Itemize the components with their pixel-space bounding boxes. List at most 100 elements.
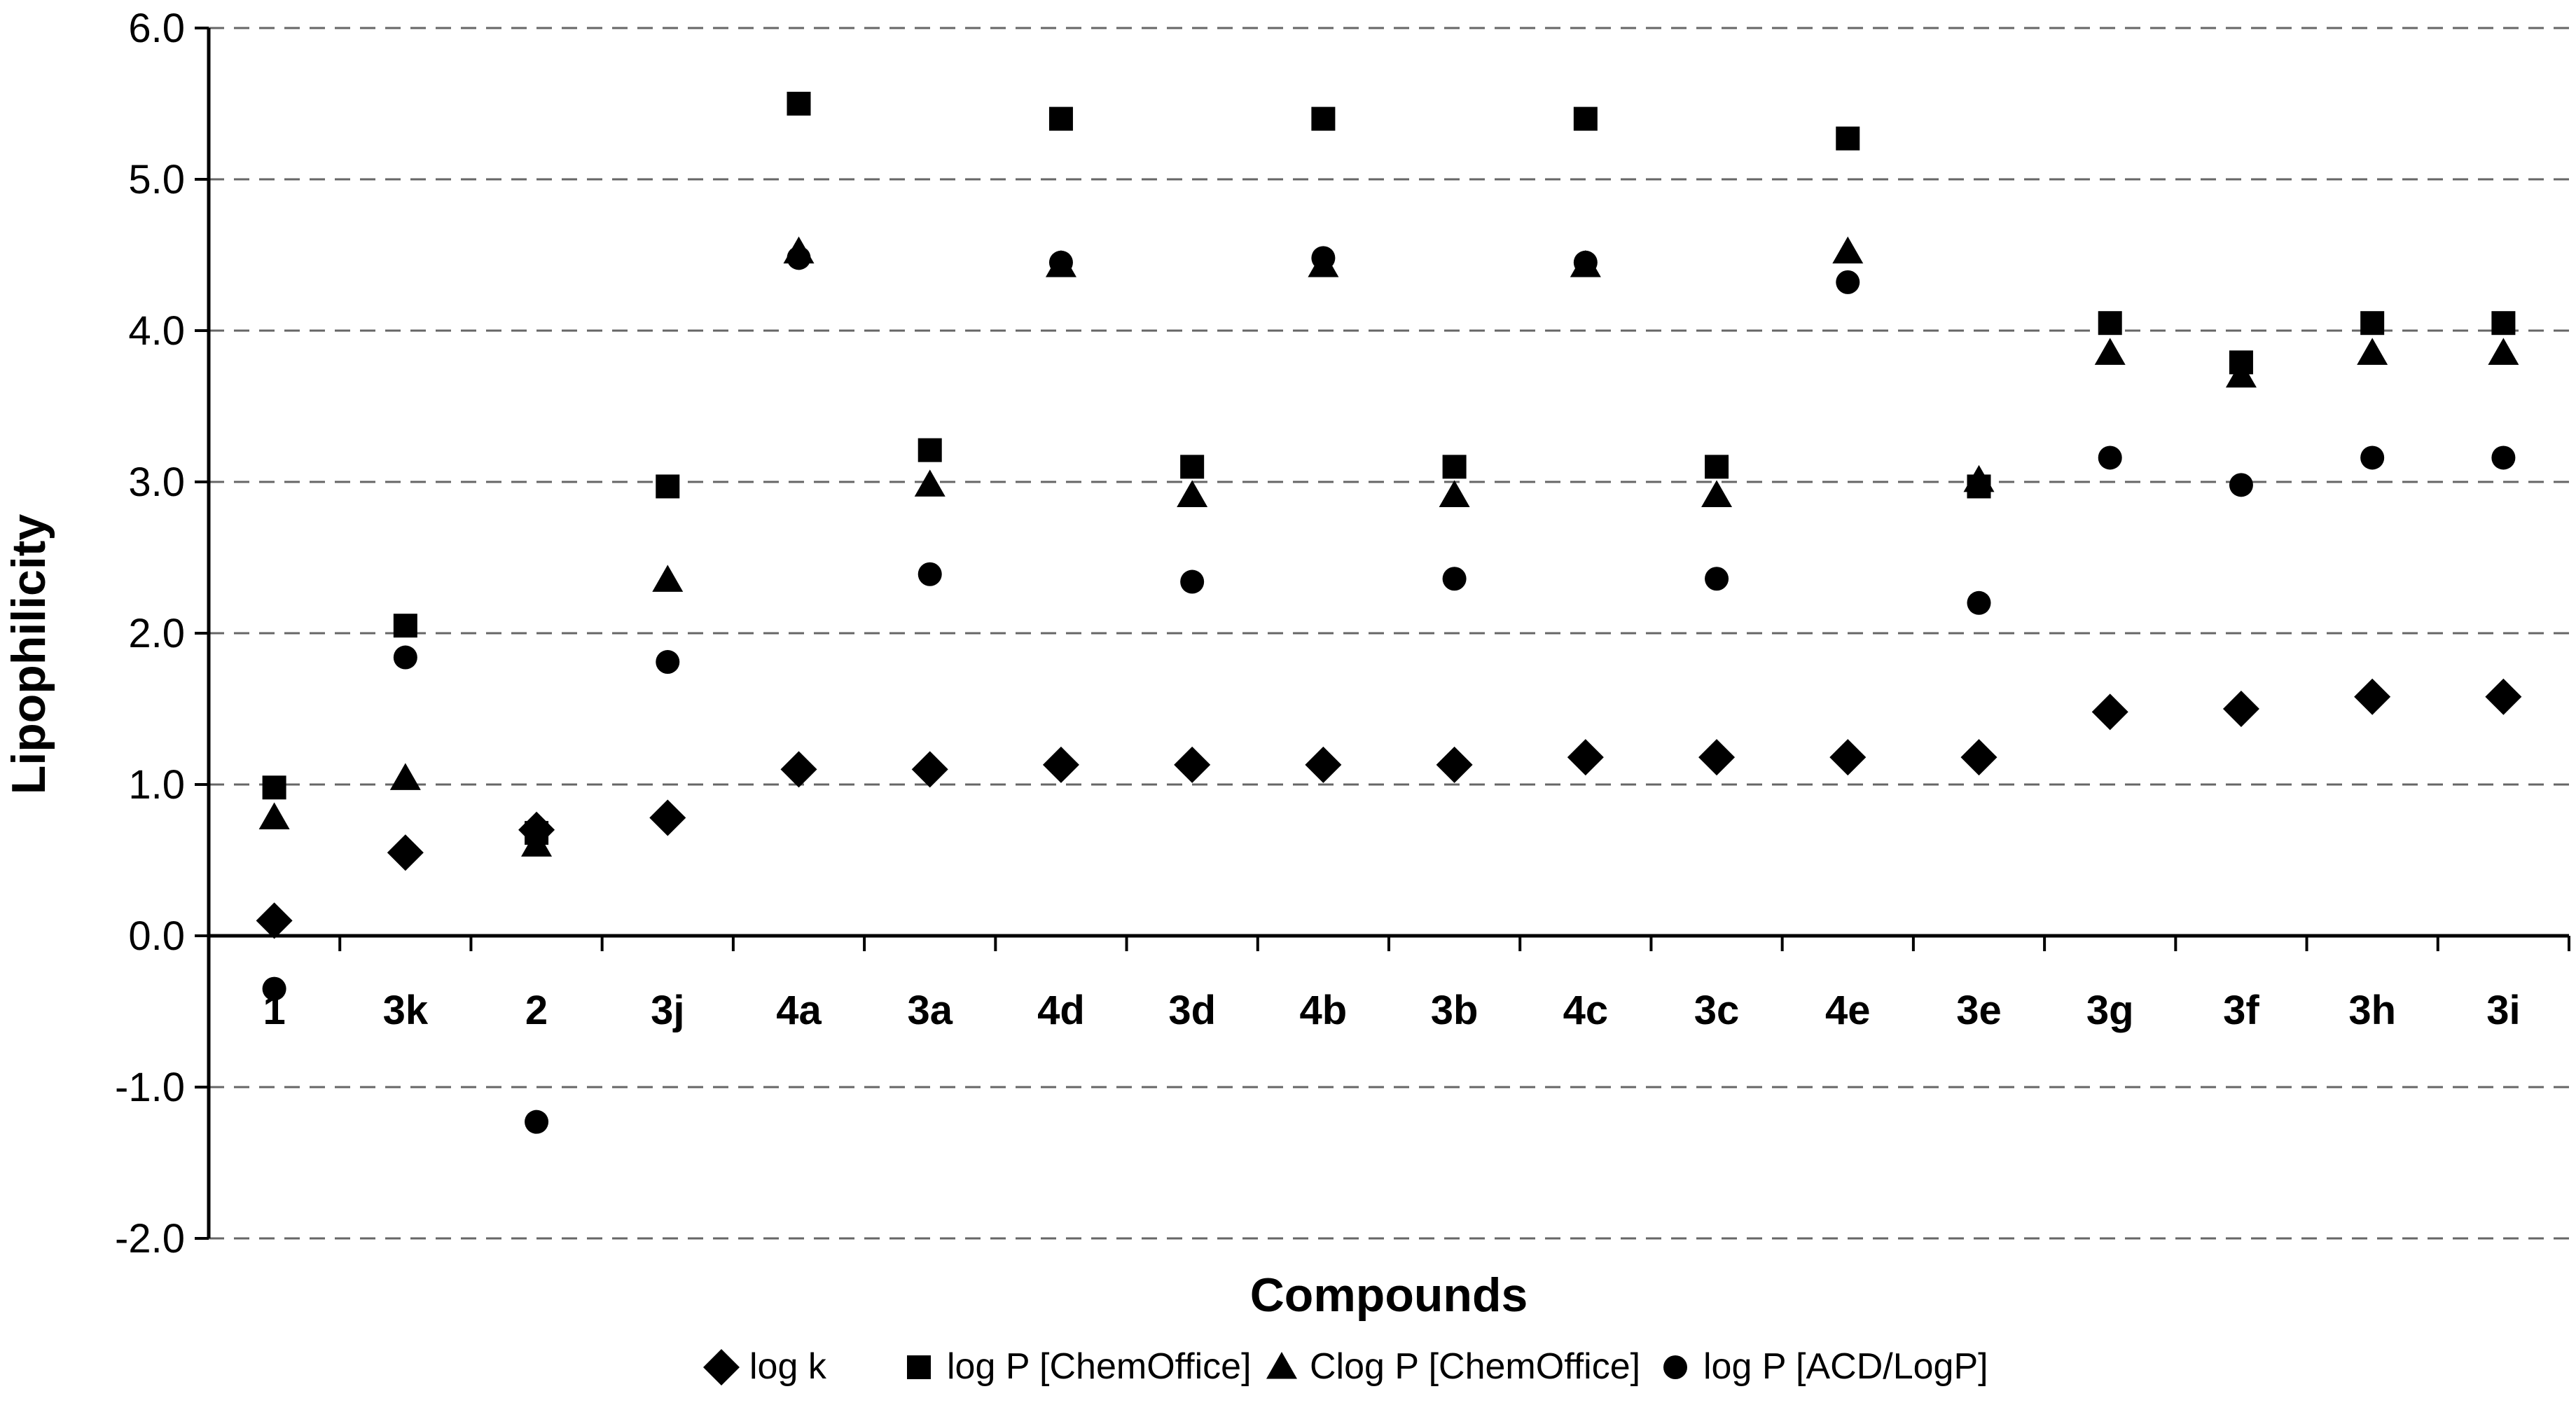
legend-item: log P [ChemOffice] <box>907 1346 1252 1387</box>
data-point-diamond <box>780 751 817 788</box>
x-tick-label: 3d <box>1168 988 1216 1033</box>
legend-item: log k <box>703 1346 827 1387</box>
data-point-triangle <box>914 469 946 497</box>
data-point-square <box>1442 455 1467 479</box>
y-tick-label: 6.0 <box>128 6 185 51</box>
data-point-diamond <box>2485 678 2522 715</box>
x-tick-label: 4a <box>776 988 822 1033</box>
data-point-square <box>393 614 417 638</box>
data-point-diamond <box>1042 746 1079 783</box>
data-point-circle <box>2491 445 2516 470</box>
data-point-circle <box>1705 567 1729 591</box>
data-point-diamond <box>649 799 686 836</box>
data-point-circle <box>525 1110 549 1134</box>
data-point-diamond <box>1174 746 1211 783</box>
data-point-square <box>2098 311 2122 336</box>
x-tick-label: 3g <box>2086 988 2134 1033</box>
x-tick-label: 3h <box>2348 988 2396 1033</box>
x-tick-label: 3i <box>2486 988 2520 1033</box>
legend-marker-square <box>907 1355 931 1379</box>
data-point-square <box>1573 106 1598 131</box>
x-tick-label: 4d <box>1037 988 1085 1033</box>
y-tick-label: -2.0 <box>115 1216 185 1262</box>
data-point-triangle <box>2357 338 2388 365</box>
data-point-square <box>656 474 680 499</box>
x-tick-label: 2 <box>525 988 548 1033</box>
data-point-square <box>787 92 811 116</box>
legend: log k log P [ChemOffice] Clog P [ChemOffic… <box>703 1346 1988 1387</box>
data-point-diamond <box>1698 739 1736 776</box>
data-point-circle <box>1180 569 1205 594</box>
data-point-circle <box>2098 445 2122 470</box>
gridlines <box>209 27 2569 1240</box>
series-square <box>262 92 2516 845</box>
y-tick-label: 5.0 <box>128 157 185 202</box>
data-point-circle <box>1048 250 1073 275</box>
y-tick-label: 4.0 <box>128 308 185 354</box>
data-point-triangle <box>2225 360 2257 388</box>
data-point-circle <box>2229 473 2253 497</box>
x-axis-title: Compounds <box>1250 1269 1528 1322</box>
legend-marker-diamond <box>703 1349 740 1385</box>
data-marks <box>256 92 2522 1134</box>
y-axis-title: Lipophilicity <box>2 514 55 795</box>
data-point-triangle <box>2094 338 2126 365</box>
data-point-diamond <box>1960 739 1997 776</box>
legend-label: log P [ChemOffice] <box>947 1346 1252 1387</box>
data-point-triangle <box>389 763 421 790</box>
x-tick-label: 3c <box>1694 988 1740 1033</box>
x-tick-label: 3f <box>2223 988 2259 1033</box>
data-point-triangle <box>1701 480 1733 507</box>
data-point-diamond <box>2091 693 2128 731</box>
data-point-triangle <box>2488 338 2519 365</box>
axes <box>207 28 2569 1238</box>
x-axis-ticks: 1 3k 2 3j 4a 3a 4d 3d 4b 3b 4c 3c 4e 3e 3g 3f 3h 3i <box>207 936 2570 1033</box>
data-point-circle <box>1967 590 1991 615</box>
data-point-square <box>1180 455 1205 479</box>
data-point-triangle <box>1832 236 1864 264</box>
x-tick-label: 3b <box>1431 988 1479 1033</box>
x-tick-label: 4e <box>1825 988 1871 1033</box>
data-point-diamond <box>2354 678 2391 715</box>
data-point-circle <box>787 246 811 270</box>
data-point-circle <box>1836 270 1860 294</box>
data-point-diamond <box>911 751 948 788</box>
x-tick-label: 4b <box>1300 988 1348 1033</box>
x-tick-label: 3k <box>383 988 429 1033</box>
series-diamond <box>256 678 2522 939</box>
data-point-circle <box>393 645 417 670</box>
data-point-circle <box>2360 445 2385 470</box>
legend-label: log P [ACD/LogP] <box>1703 1346 1988 1387</box>
data-point-circle <box>1442 567 1467 591</box>
x-tick-label: 3j <box>651 988 684 1033</box>
data-point-circle <box>917 562 942 586</box>
data-point-circle <box>656 650 680 675</box>
legend-label: Clog P [ChemOffice] <box>1310 1346 1640 1387</box>
data-point-circle <box>1311 246 1336 270</box>
data-point-triangle <box>1963 464 1995 492</box>
y-tick-label: 2.0 <box>128 611 185 656</box>
data-point-diamond <box>1567 739 1604 776</box>
data-point-square <box>1048 106 1073 131</box>
data-point-diamond <box>1829 739 1867 776</box>
series-circle <box>262 246 2516 1134</box>
legend-marker-circle <box>1663 1355 1687 1379</box>
y-tick-label: 0.0 <box>128 913 185 959</box>
data-point-triangle <box>258 802 290 830</box>
data-point-triangle <box>521 829 553 857</box>
data-point-square <box>1705 455 1729 479</box>
y-axis-ticks: -2.0 -1.0 0.0 1.0 2.0 3.0 4.0 5.0 6.0 <box>115 6 209 1262</box>
x-tick-label: 4c <box>1563 988 1609 1033</box>
data-point-circle <box>262 976 286 1001</box>
legend-item: Clog P [ChemOffice] <box>1266 1346 1640 1387</box>
y-tick-label: 3.0 <box>128 459 185 505</box>
x-tick-label: 3e <box>1956 988 2002 1033</box>
data-point-triangle <box>652 565 684 592</box>
data-point-square <box>2360 311 2385 336</box>
x-tick-label: 3a <box>907 988 953 1033</box>
data-point-diamond <box>256 902 293 939</box>
legend-marker-triangle <box>1266 1352 1297 1379</box>
data-point-square <box>1311 106 1336 131</box>
legend-label: log k <box>749 1346 827 1387</box>
